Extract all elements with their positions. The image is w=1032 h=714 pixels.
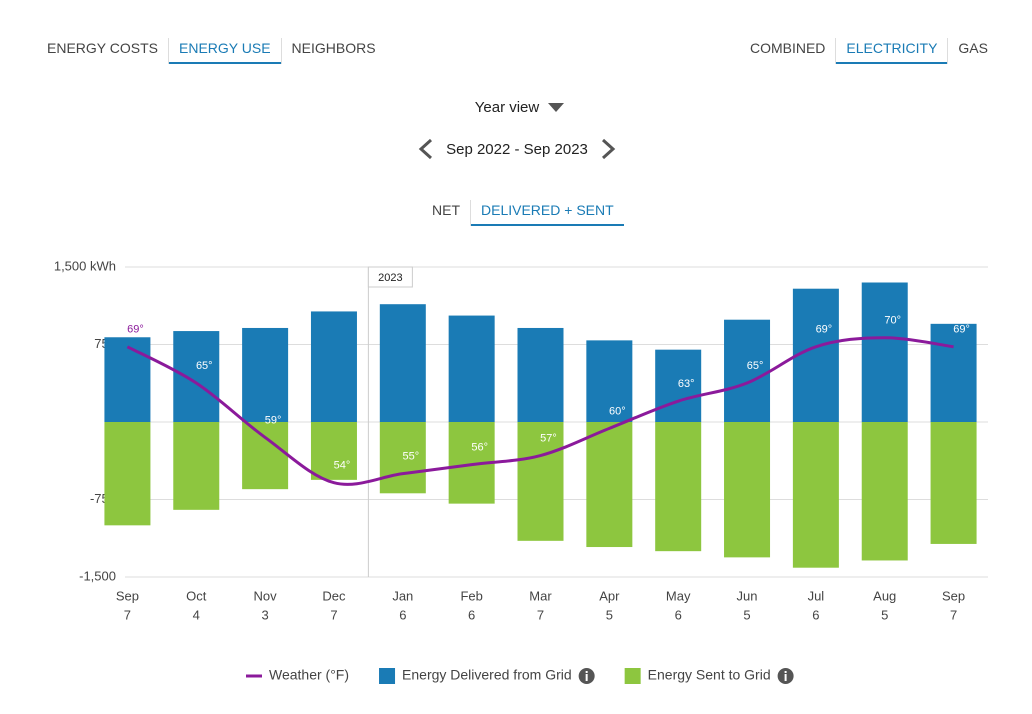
date-range: Sep 2022 - Sep 2023 [446, 141, 588, 158]
bar [586, 340, 633, 422]
period-selector[interactable]: Year view [475, 99, 540, 116]
bar [930, 422, 977, 544]
info-icon-dot [585, 671, 588, 673]
x-tick-label: Nov [254, 588, 278, 603]
value-label: 59° [265, 414, 282, 426]
bar [517, 422, 564, 541]
bar [586, 422, 633, 548]
x-tick-sublabel: 5 [606, 607, 613, 622]
bar [448, 315, 495, 422]
bar [930, 323, 977, 422]
bar [655, 422, 702, 552]
bar [517, 327, 564, 422]
x-tick-sublabel: 7 [537, 607, 544, 622]
tab[interactable]: DELIVERED + SENT [470, 200, 624, 226]
legend-swatch [624, 668, 641, 684]
tab[interactable]: ENERGY COSTS [47, 40, 158, 56]
x-tick-sublabel: 7 [124, 607, 131, 622]
value-label: 65° [747, 360, 764, 372]
next-arrow[interactable] [601, 138, 616, 160]
x-tick-label: Mar [529, 588, 552, 603]
annotation-box [367, 266, 413, 288]
y-tick-label: 1,500 kWh [54, 258, 116, 273]
bar [104, 337, 151, 422]
bar [379, 422, 426, 494]
y-tick-label: -1,500 [79, 568, 116, 583]
x-tick-sublabel: 6 [812, 607, 819, 622]
value-label: 70° [884, 315, 901, 327]
value-label: 69° [127, 324, 144, 336]
weather-line [126, 336, 954, 486]
x-tick-label: Feb [460, 588, 482, 603]
view-tabs: ENERGY COSTS ENERGY USE NEIGHBORS [37, 38, 386, 64]
tab[interactable]: ELECTRICITY [835, 38, 947, 64]
dropdown-arrow[interactable] [548, 103, 564, 112]
bar [792, 422, 839, 568]
tab[interactable]: COMBINED [749, 40, 826, 56]
info-icon-bar [784, 674, 787, 681]
info-icon-dot [784, 671, 787, 673]
bar [724, 422, 771, 558]
mode-tabs: NET DELIVERED + SENT [422, 200, 624, 226]
x-tick-sublabel: 5 [743, 607, 750, 622]
bar [310, 422, 357, 480]
value-label: 57° [540, 432, 557, 444]
x-tick-sublabel: 3 [261, 607, 268, 622]
bar [242, 327, 289, 422]
bar [655, 349, 702, 422]
x-tick-label: Jun [737, 588, 758, 603]
value-label: 69° [816, 324, 833, 336]
x-tick-label: Sep [116, 588, 139, 603]
bar [104, 422, 151, 526]
tab[interactable]: NET [432, 202, 460, 218]
bar [861, 282, 908, 422]
legend-swatch [379, 668, 396, 684]
value-label: 56° [471, 442, 488, 454]
x-tick-label: Jul [808, 588, 825, 603]
x-tick-label: Sep [942, 588, 965, 603]
bar [242, 422, 289, 490]
x-tick-sublabel: 4 [193, 607, 200, 622]
x-tick-label: Apr [599, 588, 620, 603]
bar [792, 288, 839, 422]
bar [379, 304, 426, 422]
value-label: 55° [402, 451, 419, 463]
bar [173, 422, 220, 510]
fuel-tabs: COMBINED ELECTRICITY GAS [740, 38, 998, 64]
tab[interactable]: GAS [947, 38, 998, 64]
tab[interactable]: ENERGY USE [168, 38, 281, 64]
bar [310, 311, 357, 422]
bar [861, 422, 908, 561]
x-tick-sublabel: 6 [675, 607, 682, 622]
value-label: 60° [609, 405, 626, 417]
legend-label: Weather (°F) [269, 667, 349, 683]
bar [173, 331, 220, 422]
x-tick-label: May [666, 588, 691, 603]
bar [724, 319, 771, 422]
x-tick-label: Oct [186, 588, 207, 603]
legend-label: Energy Sent to Grid [648, 667, 771, 683]
x-tick-sublabel: 7 [950, 607, 957, 622]
x-tick-label: Dec [322, 588, 346, 603]
tab[interactable]: NEIGHBORS [280, 38, 386, 64]
x-tick-sublabel: 5 [881, 607, 888, 622]
value-label: 63° [678, 378, 695, 390]
value-label: 54° [334, 460, 351, 472]
x-tick-sublabel: 6 [399, 607, 406, 622]
annotation: 2023 [378, 272, 402, 284]
x-tick-sublabel: 6 [468, 607, 475, 622]
x-tick-label: Aug [873, 588, 896, 603]
value-label: 69° [953, 324, 970, 336]
value-label: 65° [196, 360, 213, 372]
legend-label: Energy Delivered from Grid [402, 667, 572, 683]
info-icon-bar [585, 674, 588, 681]
x-tick-label: Jan [392, 588, 413, 603]
x-tick-sublabel: 7 [330, 607, 337, 622]
prev-arrow[interactable] [418, 138, 433, 160]
